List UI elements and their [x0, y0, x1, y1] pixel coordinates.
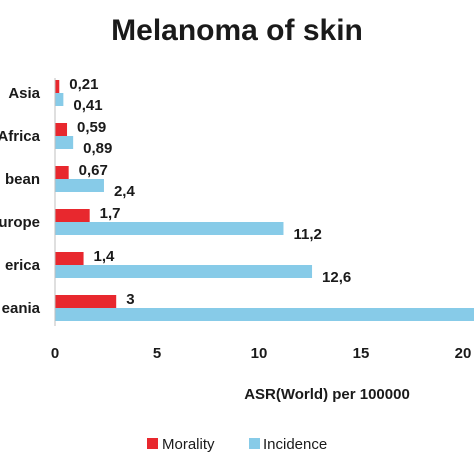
bar-incidence: [55, 265, 313, 278]
bar-incidence: [55, 179, 104, 192]
bar-incidence: [55, 93, 64, 106]
data-label: 11,2: [293, 226, 321, 243]
chart-title: Melanoma of skin: [111, 14, 363, 47]
bar-morality: [55, 166, 69, 179]
data-label: 0,41: [73, 97, 102, 114]
x-tick-label: 5: [153, 345, 161, 362]
legend-label-morality: Morality: [162, 436, 215, 453]
bar-morality: [55, 209, 90, 222]
x-tick-label: 20: [455, 345, 472, 362]
bar-morality: [55, 80, 60, 93]
data-label: 0,21: [69, 76, 98, 93]
data-label: 0,59: [77, 119, 106, 136]
legend-swatch-morality: [147, 438, 158, 449]
data-label: 2,4: [114, 183, 136, 200]
data-label: 0,89: [83, 140, 112, 157]
bar-incidence: [55, 136, 74, 149]
bar-morality: [55, 252, 84, 265]
x-tick-label: 10: [251, 345, 268, 362]
bar-incidence: [55, 308, 474, 321]
x-axis-label: ASR(World) per 100000: [244, 386, 410, 403]
x-tick-labels: 0 5 10 15 20: [51, 345, 472, 362]
category-label: Asia: [8, 85, 40, 102]
category-label: urope: [0, 214, 40, 231]
bars-layer: Asia 0,21 0,41 Africa 0,59 0,89 bean 0,67 2,4 uro…: [0, 76, 474, 321]
data-label: 3: [126, 291, 134, 308]
legend: Morality Incidence: [147, 436, 327, 453]
x-tick-label: 0: [51, 345, 59, 362]
category-label: bean: [5, 171, 40, 188]
data-label: 1,4: [94, 248, 116, 265]
category-label: eania: [2, 300, 41, 317]
legend-swatch-incidence: [249, 438, 260, 449]
legend-label-incidence: Incidence: [263, 436, 327, 453]
bar-morality: [55, 123, 68, 136]
data-label: 0,67: [79, 162, 108, 179]
data-label: 12,6: [322, 269, 351, 286]
x-tick-label: 15: [353, 345, 370, 362]
bar-incidence: [55, 222, 284, 235]
data-label: 1,7: [100, 205, 121, 222]
category-label: Africa: [0, 128, 41, 145]
category-label: erica: [5, 257, 41, 274]
bar-morality: [55, 295, 117, 308]
